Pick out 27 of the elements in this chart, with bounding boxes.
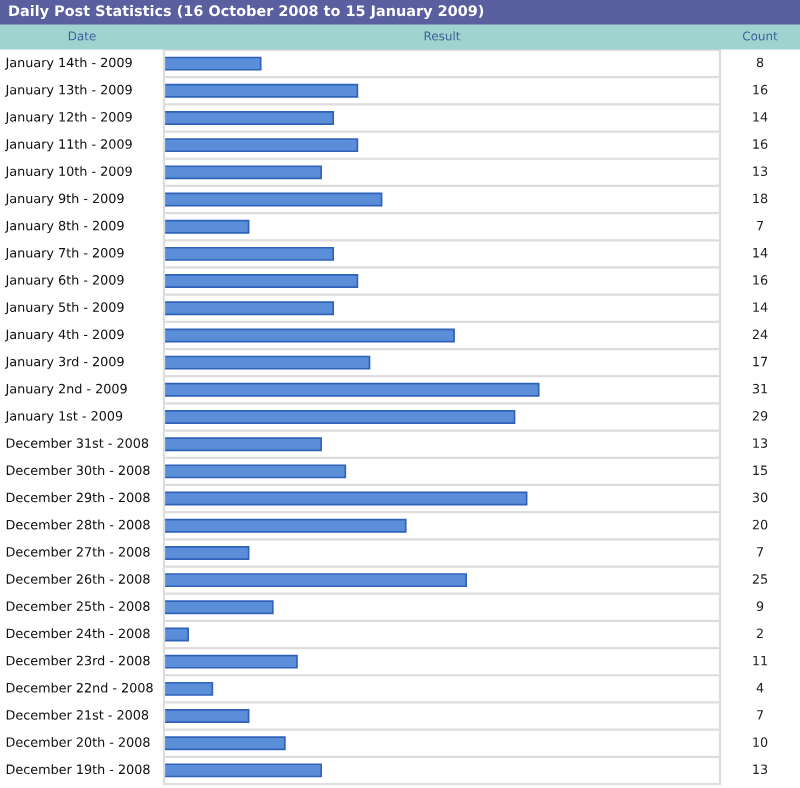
bar (164, 192, 383, 207)
bar (164, 382, 540, 397)
bar (164, 355, 371, 370)
bar (164, 736, 286, 751)
bar (164, 600, 274, 615)
bar (164, 681, 214, 696)
bar (164, 464, 347, 479)
bar (164, 627, 190, 642)
bar (164, 709, 250, 723)
bar (164, 165, 322, 180)
bar (164, 573, 468, 588)
bar (164, 138, 359, 153)
bar (164, 410, 516, 424)
bar (164, 301, 335, 316)
bar (164, 518, 407, 533)
bar (164, 328, 455, 343)
bar (164, 83, 359, 98)
bar (164, 111, 335, 125)
bar (164, 437, 322, 452)
bar (164, 545, 250, 560)
bar (164, 491, 528, 506)
bar (164, 246, 335, 261)
bar (164, 274, 359, 289)
bar (164, 654, 298, 669)
bar (164, 56, 262, 71)
bar (164, 763, 322, 778)
bar (164, 219, 250, 234)
